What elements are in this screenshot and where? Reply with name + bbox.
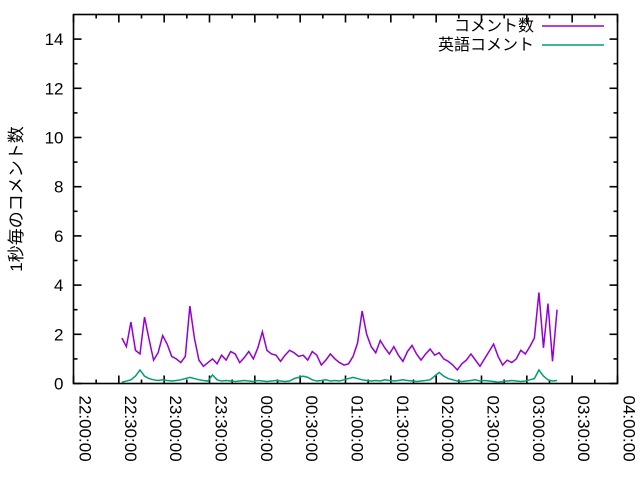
x-tick-label: 02:00:00: [438, 396, 457, 462]
y-tick-label: 10: [45, 129, 64, 148]
x-tick-label: 23:00:00: [166, 396, 185, 462]
legend-label: 英語コメント: [438, 36, 534, 54]
legend-label: コメント数: [454, 17, 534, 35]
x-tick-label: 02:30:00: [484, 396, 503, 462]
y-tick-label: 2: [54, 325, 63, 344]
y-tick-label: 12: [45, 79, 64, 98]
y-tick-label: 8: [54, 178, 63, 197]
x-axis-ticks: 22:00:00 22:30:00 23:00:00 23:30:00 00:00:00…: [72, 14, 639, 462]
x-tick-label: 01:00:00: [348, 396, 367, 462]
x-tick-label: 00:30:00: [302, 396, 321, 462]
y-tick-label: 0: [54, 375, 63, 394]
y-tick-label: 6: [54, 227, 63, 246]
x-tick-label: 00:00:00: [257, 396, 276, 462]
data-series-group: [121, 292, 558, 384]
x-tick-label: 22:00:00: [76, 396, 95, 462]
series-line-comment-count: [121, 292, 558, 372]
plot-frame-border: [72, 13, 619, 385]
x-tick-label: 22:30:00: [121, 396, 140, 462]
series-line-english-comment: [121, 368, 558, 384]
x-tick-label: 01:30:00: [393, 396, 412, 462]
y-axis-ticks: 0 2 4 6 8 10 12 14: [45, 30, 618, 394]
x-tick-label: 04:00:00: [620, 396, 639, 462]
x-tick-label: 23:30:00: [212, 396, 231, 462]
x-tick-label: 03:00:00: [529, 396, 548, 462]
y-tick-label: 4: [54, 276, 63, 295]
y-tick-label: 14: [45, 30, 64, 49]
x-tick-label: 03:30:00: [574, 396, 593, 462]
y-axis-title: 1秒毎のコメント数: [7, 126, 26, 271]
